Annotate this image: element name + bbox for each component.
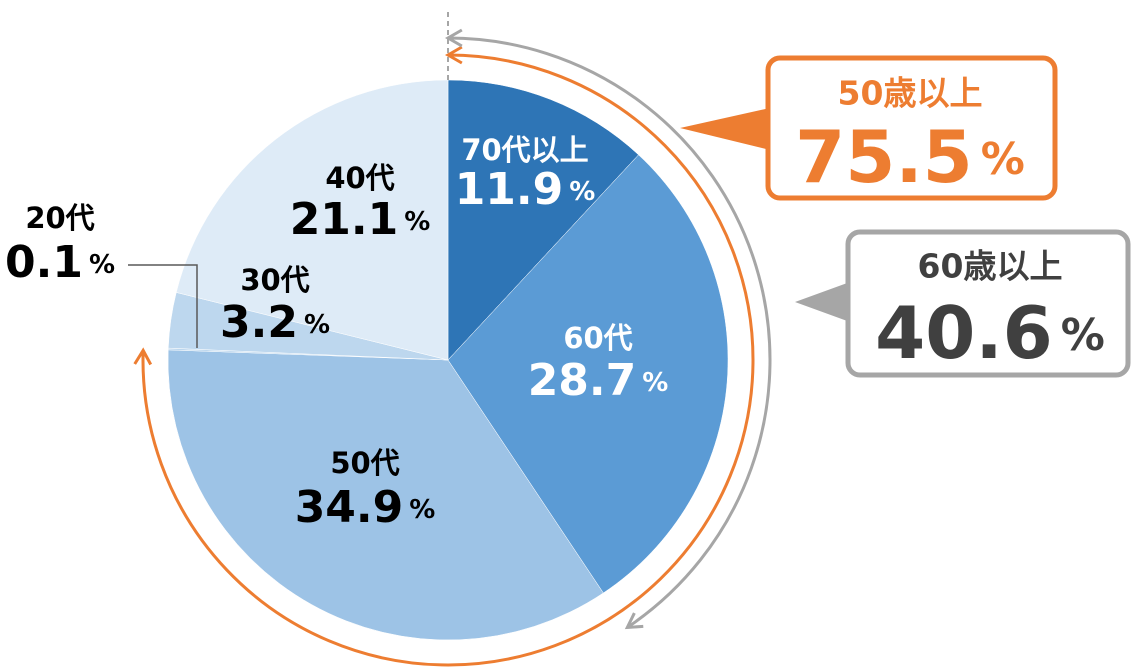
pie-slice [447,154,729,594]
arrowhead [444,45,463,65]
value: 0.1 [5,237,83,288]
arrowhead [444,28,463,48]
annotation-arc [141,53,755,667]
callout-pointer [795,282,850,322]
arrowhead [624,612,644,630]
unit: % [304,310,330,340]
arrowhead [133,347,153,366]
pie [167,79,729,641]
slice-value-label: 3.2% [220,297,330,348]
value: 11.9 [455,164,564,215]
unit: % [569,177,595,207]
unit: % [89,250,115,280]
value: 21.1 [290,194,399,245]
leader-line [128,264,198,348]
slice-label: 50代 [330,446,399,480]
pie-slice [175,79,449,361]
slice-label: 40代 [325,161,394,195]
callout-pointer [680,108,770,150]
slice-label: 30代 [240,263,309,297]
unit: % [409,495,435,525]
slice-value-label: 28.7% [528,355,669,406]
annotation-arc [447,36,772,629]
unit: % [1061,310,1105,361]
value: 34.9 [295,482,404,533]
pie-slice [447,79,639,361]
unit: % [981,134,1025,185]
unit: % [642,368,668,398]
value: 28.7 [528,355,637,406]
unit: % [404,207,430,237]
slice-value-label: 21.1% [290,194,431,245]
value: 75.5 [795,115,973,199]
slice-value-label: 11.9% [455,164,596,215]
slice-label: 70代以上 [461,133,588,167]
slice-label: 20代 [25,201,94,235]
value: 40.6 [875,291,1053,375]
slice-value-label: 0.1% [5,237,115,288]
slice-value-label: 34.9% [295,482,436,533]
callout-value: 75.5% [795,115,1025,199]
callout-label: 50歳以上 [838,74,983,113]
slice-label: 60代 [563,321,632,355]
callout-value: 40.6% [875,291,1105,375]
value: 3.2 [220,297,298,348]
pie-slice [167,349,604,641]
callout-label: 60歳以上 [918,247,1063,286]
